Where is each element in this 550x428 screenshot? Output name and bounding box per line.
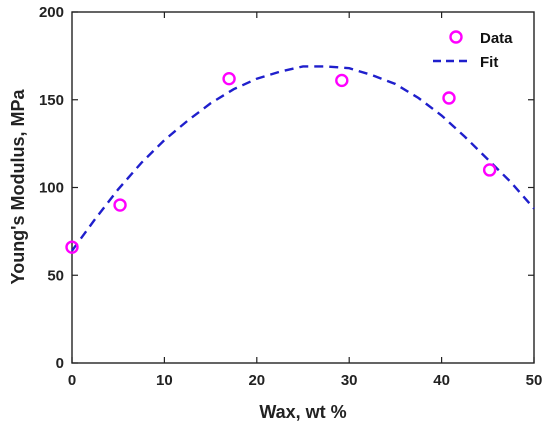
legend-label-fit: Fit — [480, 54, 498, 71]
y-tick-label: 100 — [39, 180, 64, 197]
y-tick-label: 150 — [39, 92, 64, 109]
legend: Data Fit — [433, 30, 513, 71]
y-axis: 0 50 100 150 200 — [39, 4, 534, 372]
data-point — [113, 198, 127, 212]
y-tick-label: 50 — [47, 267, 64, 284]
x-tick-label: 0 — [68, 372, 76, 389]
x-tick-label: 30 — [341, 372, 358, 389]
data-point — [222, 71, 236, 86]
fit-line — [71, 65, 535, 252]
plot-area: 0 10 20 30 40 50 0 50 100 150 200 — [39, 4, 542, 389]
y-tick-label: 200 — [39, 4, 64, 21]
x-tick-label: 20 — [248, 372, 265, 389]
data-point — [335, 73, 349, 88]
plot-frame — [71, 11, 535, 364]
legend-marker-data — [449, 30, 463, 44]
data-point — [442, 91, 456, 105]
data-point — [482, 163, 497, 177]
series-layer — [65, 65, 535, 254]
legend-label-data: Data — [480, 30, 513, 47]
x-tick-label: 40 — [433, 372, 450, 389]
y-axis-title: Young's Modulus, MPa — [8, 89, 28, 285]
x-axis-title: Wax, wt % — [259, 402, 346, 422]
x-tick-label: 50 — [526, 372, 543, 389]
x-tick-label: 10 — [156, 372, 173, 389]
x-axis: 0 10 20 30 40 50 — [68, 12, 543, 389]
y-tick-label: 0 — [56, 355, 64, 372]
data-point — [65, 240, 79, 254]
